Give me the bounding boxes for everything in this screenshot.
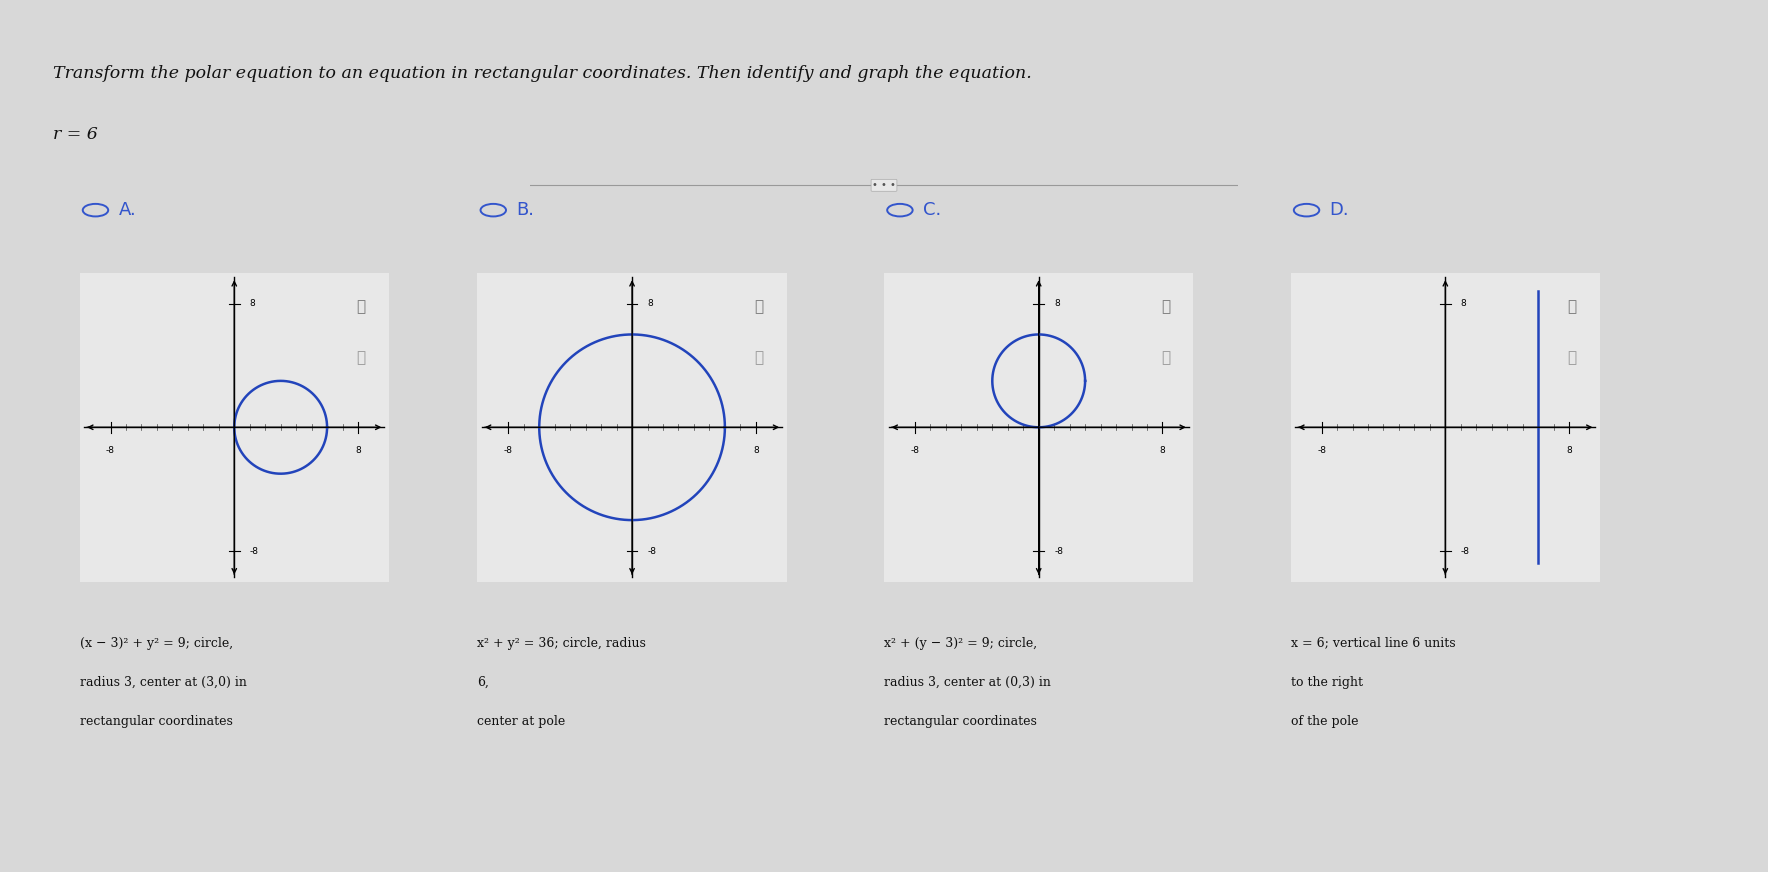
Text: -8: -8 <box>1054 547 1063 555</box>
Text: 8: 8 <box>355 446 361 455</box>
Text: -8: -8 <box>911 446 919 455</box>
Text: 6,: 6, <box>477 676 490 689</box>
Text: Transform the polar equation to an equation in rectangular coordinates. Then ide: Transform the polar equation to an equat… <box>53 65 1033 82</box>
Text: -8: -8 <box>1317 446 1326 455</box>
Text: A.: A. <box>118 201 136 219</box>
Text: • • •: • • • <box>872 181 896 190</box>
Text: x² + (y − 3)² = 9; circle,: x² + (y − 3)² = 9; circle, <box>884 637 1038 650</box>
Text: of the pole: of the pole <box>1291 715 1358 728</box>
Text: -8: -8 <box>504 446 513 455</box>
Text: -8: -8 <box>249 547 258 555</box>
Text: 🔍: 🔍 <box>357 299 366 314</box>
Text: 8: 8 <box>1054 299 1061 308</box>
Text: 🔍: 🔍 <box>755 351 764 365</box>
Text: 🔍: 🔍 <box>1162 299 1170 314</box>
Text: 8: 8 <box>1566 446 1572 455</box>
Text: -8: -8 <box>647 547 656 555</box>
Text: 8: 8 <box>249 299 256 308</box>
Text: 8: 8 <box>1460 299 1467 308</box>
Text: 🔍: 🔍 <box>755 299 764 314</box>
Text: -8: -8 <box>106 446 115 455</box>
Text: r = 6: r = 6 <box>53 126 97 143</box>
Text: to the right: to the right <box>1291 676 1363 689</box>
Text: 8: 8 <box>753 446 758 455</box>
Text: B.: B. <box>516 201 534 219</box>
Text: (x − 3)² + y² = 9; circle,: (x − 3)² + y² = 9; circle, <box>80 637 233 650</box>
Text: 8: 8 <box>647 299 654 308</box>
Text: x² + y² = 36; circle, radius: x² + y² = 36; circle, radius <box>477 637 647 650</box>
Text: 🔍: 🔍 <box>1568 351 1577 365</box>
Text: rectangular coordinates: rectangular coordinates <box>80 715 232 728</box>
Text: 🔍: 🔍 <box>1162 351 1170 365</box>
Text: 🔍: 🔍 <box>1568 299 1577 314</box>
Text: radius 3, center at (0,3) in: radius 3, center at (0,3) in <box>884 676 1050 689</box>
Text: rectangular coordinates: rectangular coordinates <box>884 715 1036 728</box>
Text: x = 6; vertical line 6 units: x = 6; vertical line 6 units <box>1291 637 1455 650</box>
Text: C.: C. <box>923 201 941 219</box>
Text: radius 3, center at (3,0) in: radius 3, center at (3,0) in <box>80 676 246 689</box>
Text: center at pole: center at pole <box>477 715 566 728</box>
Text: 🔍: 🔍 <box>357 351 366 365</box>
Text: 8: 8 <box>1160 446 1165 455</box>
Text: -8: -8 <box>1460 547 1469 555</box>
Text: D.: D. <box>1330 201 1349 219</box>
